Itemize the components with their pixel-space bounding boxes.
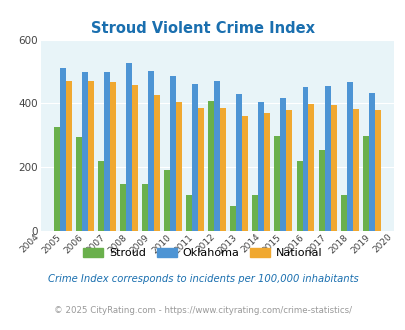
Bar xyxy=(302,87,308,231)
Bar xyxy=(119,184,126,231)
Bar xyxy=(81,72,87,231)
Bar xyxy=(198,108,204,231)
Text: Stroud Violent Crime Index: Stroud Violent Crime Index xyxy=(91,21,314,36)
Bar xyxy=(148,71,153,231)
Bar xyxy=(264,113,270,231)
Bar xyxy=(192,84,198,231)
Bar xyxy=(53,127,60,231)
Bar xyxy=(324,86,330,231)
Bar xyxy=(286,110,292,231)
Bar xyxy=(236,94,242,231)
Bar xyxy=(186,195,192,231)
Bar xyxy=(242,115,247,231)
Bar xyxy=(153,95,160,231)
Bar xyxy=(170,76,176,231)
Bar xyxy=(362,136,368,231)
Bar xyxy=(208,101,214,231)
Bar xyxy=(76,137,81,231)
Bar xyxy=(280,98,286,231)
Bar xyxy=(87,81,94,231)
Bar xyxy=(346,82,352,231)
Bar xyxy=(318,150,324,231)
Bar xyxy=(132,85,138,231)
Bar xyxy=(352,109,358,231)
Text: © 2025 CityRating.com - https://www.cityrating.com/crime-statistics/: © 2025 CityRating.com - https://www.city… xyxy=(54,306,351,315)
Bar xyxy=(164,170,170,231)
Bar xyxy=(252,195,258,231)
Bar xyxy=(308,104,314,231)
Bar xyxy=(176,102,181,231)
Bar xyxy=(104,72,109,231)
Bar xyxy=(296,161,302,231)
Bar xyxy=(258,102,264,231)
Bar xyxy=(340,195,346,231)
Bar xyxy=(368,93,374,231)
Bar xyxy=(109,82,115,231)
Legend: Stroud, Oklahoma, National: Stroud, Oklahoma, National xyxy=(79,243,326,262)
Bar xyxy=(330,105,336,231)
Bar xyxy=(66,81,71,231)
Bar xyxy=(220,108,226,231)
Bar xyxy=(214,81,220,231)
Text: Crime Index corresponds to incidents per 100,000 inhabitants: Crime Index corresponds to incidents per… xyxy=(47,274,358,284)
Bar xyxy=(374,110,380,231)
Bar xyxy=(126,63,132,231)
Bar xyxy=(98,161,104,231)
Bar xyxy=(60,68,66,231)
Bar xyxy=(230,206,236,231)
Bar xyxy=(142,184,148,231)
Bar xyxy=(274,136,280,231)
